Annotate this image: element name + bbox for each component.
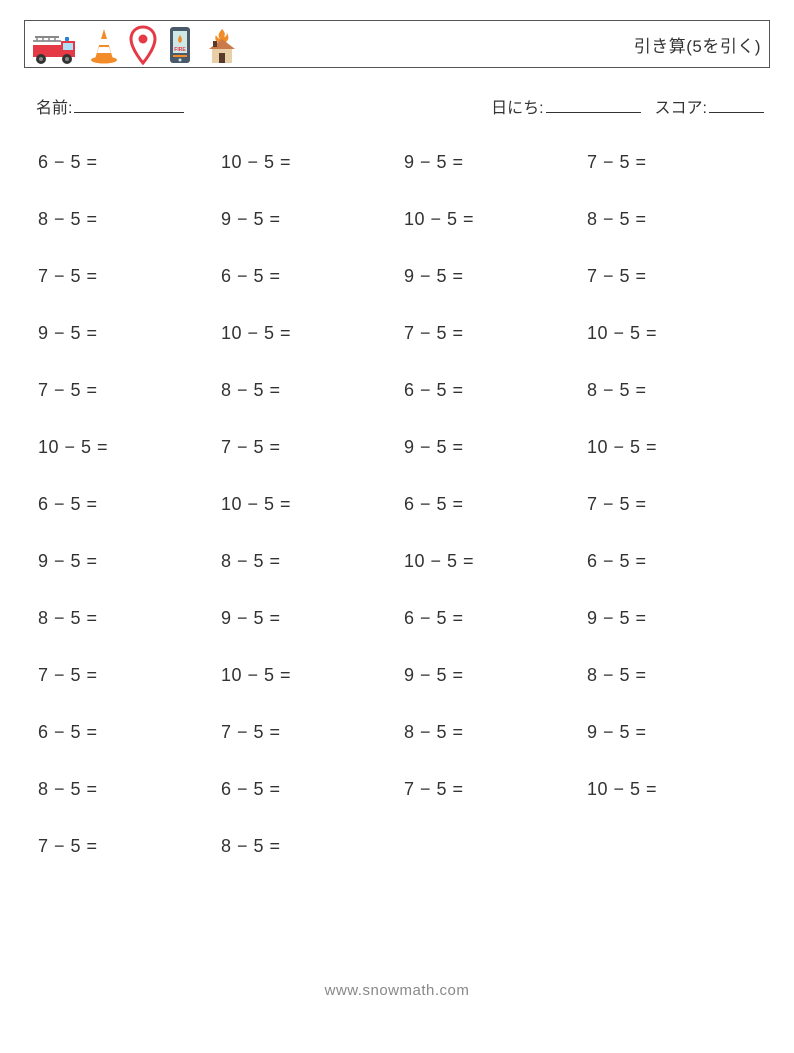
problem-cell: 8 − 5 = (404, 722, 587, 743)
name-field: 名前: (36, 94, 184, 118)
problem-cell: 8 − 5 = (221, 836, 404, 857)
problem-cell: 8 − 5 = (221, 551, 404, 572)
problem-cell: 8 − 5 = (587, 209, 770, 230)
problem-cell: 8 − 5 = (587, 665, 770, 686)
problem-cell: 7 − 5 = (38, 266, 221, 287)
problem-cell: 10 − 5 = (404, 551, 587, 572)
problem-cell: 10 − 5 = (38, 437, 221, 458)
problem-cell: 10 − 5 = (221, 323, 404, 344)
problem-cell: 7 − 5 = (38, 836, 221, 857)
problem-cell: 7 − 5 = (38, 380, 221, 401)
problem-cell: 6 − 5 = (404, 380, 587, 401)
problem-cell: 7 − 5 = (587, 494, 770, 515)
header-box: FIRE 引き算(5を引く) (24, 20, 770, 68)
problem-cell: 10 − 5 = (587, 323, 770, 344)
problem-cell (404, 836, 587, 857)
worksheet-title: 引き算(5を引く) (634, 32, 761, 57)
problem-cell: 8 − 5 = (38, 209, 221, 230)
problem-cell: 7 − 5 = (38, 665, 221, 686)
problem-cell: 10 − 5 = (221, 665, 404, 686)
problem-cell: 9 − 5 = (221, 608, 404, 629)
problem-cell (587, 836, 770, 857)
score-field: スコア: (655, 94, 764, 118)
traffic-cone-icon (89, 27, 119, 65)
house-fire-icon (203, 25, 241, 65)
problem-cell: 7 − 5 = (404, 779, 587, 800)
problem-cell: 6 − 5 = (38, 722, 221, 743)
footer-url: www.snowmath.com (0, 982, 794, 999)
problem-cell: 9 − 5 = (38, 551, 221, 572)
problem-cell: 7 − 5 = (221, 722, 404, 743)
problem-cell: 9 − 5 = (404, 266, 587, 287)
problem-cell: 10 − 5 = (404, 209, 587, 230)
score-blank (709, 97, 764, 113)
problem-cell: 10 − 5 = (221, 152, 404, 173)
problem-grid: 6 − 5 =10 − 5 =9 − 5 =7 − 5 =8 − 5 =9 − … (24, 152, 770, 857)
name-label: 名前: (36, 100, 72, 117)
problem-cell: 6 − 5 = (221, 779, 404, 800)
name-blank (74, 97, 184, 113)
problem-cell: 7 − 5 = (404, 323, 587, 344)
problem-cell: 7 − 5 = (587, 152, 770, 173)
problem-cell: 8 − 5 = (587, 380, 770, 401)
problem-cell: 7 − 5 = (587, 266, 770, 287)
problem-cell: 9 − 5 = (404, 665, 587, 686)
location-pin-icon (129, 25, 157, 65)
header-icons: FIRE (31, 21, 241, 67)
problem-cell: 6 − 5 = (404, 608, 587, 629)
problem-cell: 10 − 5 = (587, 437, 770, 458)
problem-cell: 10 − 5 = (221, 494, 404, 515)
date-label: 日にち: (491, 100, 543, 117)
problem-cell: 6 − 5 = (404, 494, 587, 515)
problem-cell: 9 − 5 = (404, 152, 587, 173)
meta-line: 名前: 日にち: スコア: (24, 94, 770, 118)
problem-cell: 6 − 5 = (221, 266, 404, 287)
problem-cell: 10 − 5 = (587, 779, 770, 800)
problem-cell: 9 − 5 = (587, 722, 770, 743)
problem-cell: 6 − 5 = (587, 551, 770, 572)
problem-cell: 9 − 5 = (404, 437, 587, 458)
problem-cell: 6 − 5 = (38, 152, 221, 173)
problem-cell: 8 − 5 = (38, 608, 221, 629)
problem-cell: 7 − 5 = (221, 437, 404, 458)
problem-cell: 8 − 5 = (221, 380, 404, 401)
svg-text:FIRE: FIRE (174, 47, 186, 53)
problem-cell: 8 − 5 = (38, 779, 221, 800)
date-blank (546, 97, 641, 113)
problem-cell: 9 − 5 = (587, 608, 770, 629)
fire-phone-icon: FIRE (167, 25, 193, 65)
problem-cell: 6 − 5 = (38, 494, 221, 515)
problem-cell: 9 − 5 = (38, 323, 221, 344)
score-label: スコア: (655, 100, 707, 117)
problem-cell: 9 − 5 = (221, 209, 404, 230)
fire-truck-icon (31, 31, 79, 65)
date-field: 日にち: (491, 94, 640, 118)
